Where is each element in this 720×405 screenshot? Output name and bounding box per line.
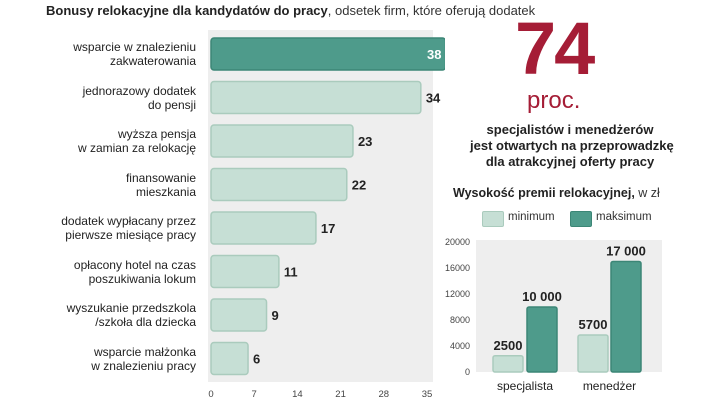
- y-tick-label: 12000: [445, 289, 470, 299]
- chart-title: Bonusy relokacyjne dla kandydatów do pra…: [46, 3, 535, 18]
- bar-value-label-7: 9: [272, 308, 279, 323]
- bar-7: [210, 298, 268, 332]
- bar-value-label-5: 17: [321, 221, 335, 236]
- category-label-5: dodatek wypłacany przez pierwsze miesiąc…: [61, 214, 196, 242]
- category-label-3: wyższa pensja w zamian za relokację: [77, 127, 196, 155]
- y-tick-label: 8000: [450, 315, 470, 325]
- premium-chart-background: [476, 240, 662, 372]
- legend-maximum-swatch: [570, 211, 592, 227]
- bar-value-label-3: 23: [358, 134, 372, 149]
- x-tick-label: 35: [422, 389, 433, 400]
- bar-value-label-4: 22: [352, 178, 366, 193]
- chart-title-rest: , odsetek firm, które oferują dodatek: [327, 3, 536, 18]
- headline-number: 74: [515, 7, 595, 90]
- x-tick-label: 7: [252, 389, 257, 400]
- bar-4: [210, 167, 348, 202]
- x-tick-label: 0: [208, 389, 213, 400]
- bar-6: [210, 254, 280, 289]
- legend-maximum-label: maksimum: [596, 211, 652, 223]
- category-label-1: wsparcie w znalezieniu zakwaterowania: [73, 40, 196, 68]
- chart-title-bold: Bonusy relokacyjne dla kandydatów do pra…: [46, 3, 328, 18]
- headline-unit: proc.: [527, 87, 581, 114]
- category-label-7: wyszukanie przedszkola /szkoła dla dziec…: [66, 301, 196, 329]
- bar-8: [210, 341, 249, 376]
- x-tick-label: 28: [379, 389, 390, 400]
- category-label-4: finansowanie mieszkania: [125, 170, 196, 199]
- premium-chart-title-rest: w zł: [634, 186, 660, 200]
- category-label-2: jednorazowy dodatek do pensji: [82, 83, 196, 112]
- y-tick-label: 0: [465, 367, 470, 377]
- category-label-6: opłacony hotel na czas poszukiwania loku…: [73, 257, 196, 286]
- horizontal-bar-chart: 38 34 23 22 17 11 9 6 0 7 14 21 28 35: [208, 37, 445, 400]
- bar-3: [210, 124, 354, 158]
- premium-category-label-1: specjalista: [497, 379, 553, 393]
- y-tick-label: 20000: [445, 237, 470, 247]
- bar-value-label-1: 38: [427, 47, 441, 62]
- x-tick-label: 14: [292, 389, 303, 400]
- bar-5: [210, 211, 317, 245]
- legend-minimum-label: minimum: [508, 211, 555, 223]
- x-tick-label: 21: [335, 389, 346, 400]
- premium-category-label-2: menedżer: [583, 379, 636, 393]
- legend-minimum-swatch: [482, 211, 504, 227]
- premium-chart-title-bold: Wysokość premii relokacyjnej,: [453, 186, 635, 200]
- bar-value-label-2: 34: [426, 91, 441, 106]
- bar-value-label-8: 6: [253, 352, 260, 367]
- premium-chart-title: Wysokość premii relokacyjnej, w zł: [453, 186, 660, 200]
- relocation-bonus-chart: wsparcie w znalezieniu zakwaterowania jed…: [61, 30, 445, 400]
- category-label-8: wsparcie małżonka w znalezieniu pracy: [91, 344, 196, 373]
- headline-description: specjalistów i menedżerów jest otwartych…: [470, 122, 674, 169]
- bar-1: [210, 37, 445, 71]
- bar-value-label-6: 11: [284, 265, 298, 280]
- y-tick-label: 4000: [450, 341, 470, 351]
- bar-2: [210, 80, 422, 115]
- y-tick-label: 16000: [445, 263, 470, 273]
